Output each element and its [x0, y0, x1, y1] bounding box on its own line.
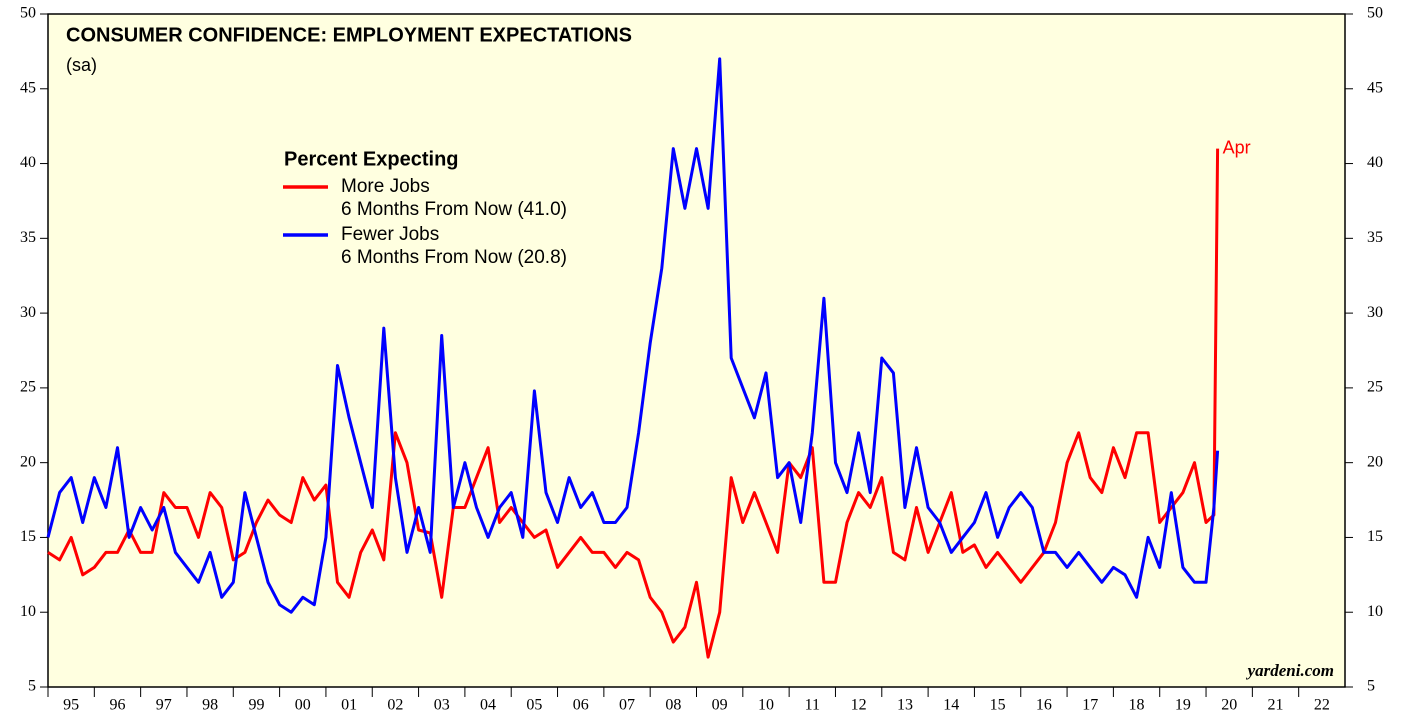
y-tick-label: 45 — [20, 79, 36, 96]
x-tick-label: 08 — [665, 697, 681, 714]
y-tick-label: 10 — [20, 603, 36, 620]
x-tick-label: 03 — [434, 697, 450, 714]
x-tick-label: 19 — [1175, 697, 1191, 714]
x-tick-label: 10 — [758, 697, 774, 714]
y2-tick-label: 20 — [1367, 453, 1383, 470]
x-tick-label: 17 — [1082, 697, 1098, 714]
x-tick-label: 00 — [295, 697, 311, 714]
legend-label: More Jobs — [341, 176, 430, 197]
y-tick-label: 25 — [20, 379, 36, 396]
annotation: Apr — [1223, 137, 1251, 157]
y2-tick-label: 25 — [1367, 379, 1383, 396]
y-tick-label: 40 — [20, 154, 36, 171]
x-tick-label: 21 — [1268, 697, 1284, 714]
y2-tick-label: 30 — [1367, 304, 1383, 321]
x-tick-label: 97 — [156, 697, 172, 714]
x-tick-label: 18 — [1129, 697, 1145, 714]
x-tick-label: 95 — [63, 697, 79, 714]
y-tick-label: 20 — [20, 453, 36, 470]
x-tick-label: 07 — [619, 697, 635, 714]
legend-label: Fewer Jobs — [341, 224, 439, 245]
y2-tick-label: 35 — [1367, 229, 1383, 246]
y2-tick-label: 10 — [1367, 603, 1383, 620]
x-tick-label: 22 — [1314, 697, 1330, 714]
x-tick-label: 16 — [1036, 697, 1052, 714]
x-tick-label: 99 — [248, 697, 264, 714]
x-tick-label: 14 — [943, 697, 959, 714]
y2-tick-label: 45 — [1367, 79, 1383, 96]
legend-title: Percent Expecting — [284, 148, 459, 170]
legend-label: 6 Months From Now (20.8) — [341, 247, 567, 268]
y-tick-label: 5 — [28, 678, 36, 695]
x-tick-label: 96 — [109, 697, 125, 714]
x-tick-label: 04 — [480, 697, 496, 714]
chart-title: CONSUMER CONFIDENCE: EMPLOYMENT EXPECTAT… — [66, 24, 632, 46]
y-tick-label: 30 — [20, 304, 36, 321]
legend-label: 6 Months From Now (41.0) — [341, 199, 567, 220]
plot-area — [47, 13, 1346, 688]
line-series — [47, 148, 1220, 659]
x-tick-label: 06 — [573, 697, 589, 714]
y2-tick-label: 5 — [1367, 678, 1375, 695]
x-tick-label: 02 — [387, 697, 403, 714]
y2-tick-label: 50 — [1367, 5, 1383, 22]
y-tick-label: 50 — [20, 5, 36, 22]
line-series — [46, 57, 1220, 614]
x-tick-label: 13 — [897, 697, 913, 714]
y2-tick-label: 40 — [1367, 154, 1383, 171]
x-tick-label: 20 — [1221, 697, 1237, 714]
y-tick-label: 15 — [20, 528, 36, 545]
x-tick-label: 09 — [712, 697, 728, 714]
x-tick-label: 05 — [526, 697, 542, 714]
x-tick-label: 12 — [851, 697, 867, 714]
chart-subtitle: (sa) — [66, 55, 97, 75]
x-tick-label: 15 — [990, 697, 1006, 714]
x-tick-label: 01 — [341, 697, 357, 714]
y2-tick-label: 15 — [1367, 528, 1383, 545]
y-tick-label: 35 — [20, 229, 36, 246]
x-tick-label: 11 — [805, 697, 820, 714]
source: yardeni.com — [1246, 661, 1334, 680]
x-tick-label: 98 — [202, 697, 218, 714]
